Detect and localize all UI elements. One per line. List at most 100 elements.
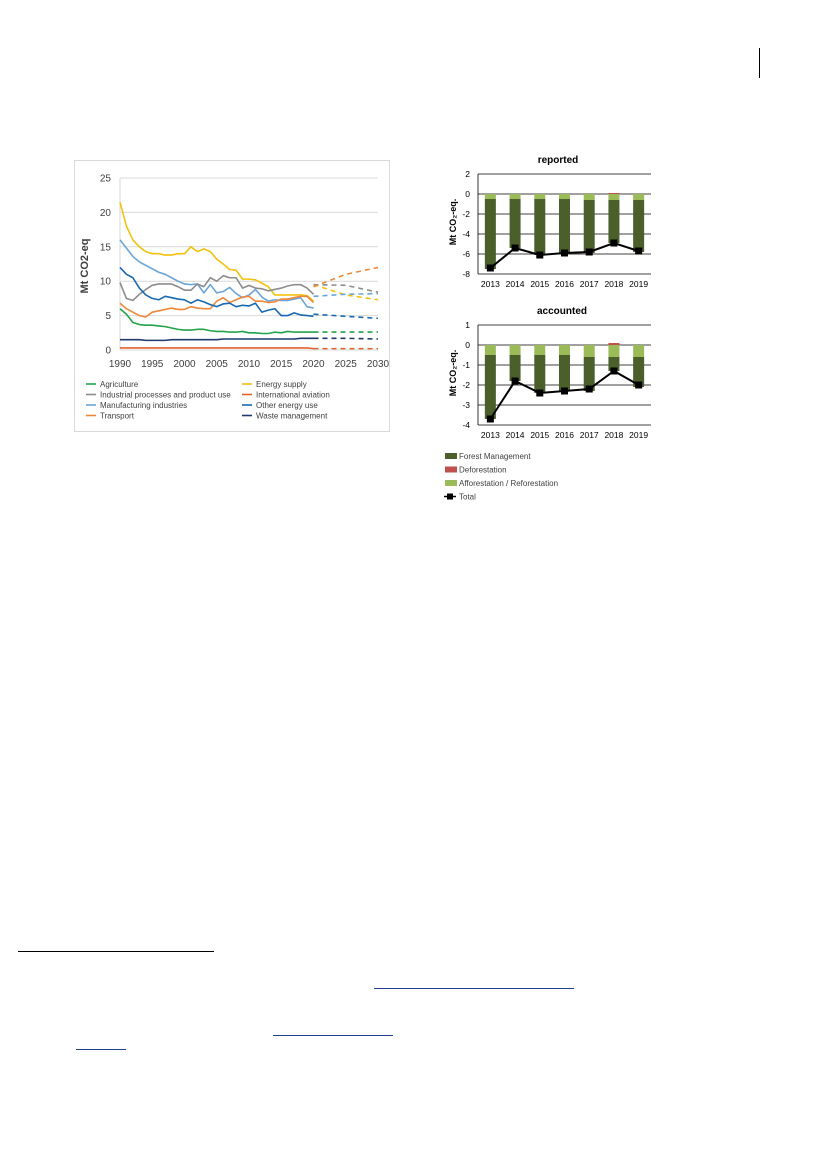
emissions-x-tick-labels: 1990 1995 2000 2005 2010 2015 2020 2025 2030 — [109, 359, 390, 370]
acc-total-marker — [561, 387, 568, 395]
accounted-bars — [484, 343, 645, 419]
emissions-x-tick-label: 2010 — [238, 359, 261, 370]
footnote-link-underline[interactable] — [374, 988, 574, 989]
emissions-projection-energy_supply — [313, 283, 379, 301]
acc-total-marker — [536, 389, 544, 397]
rep-y-tick-label: -8 — [462, 269, 470, 279]
acc-y-tick-label: 0 — [465, 340, 470, 350]
acc-x-tick-label: 2019 — [629, 430, 648, 440]
rep-x-tick-label: 2019 — [629, 279, 648, 289]
rep-bar-afforestation — [583, 194, 595, 200]
footnote-link-underline[interactable] — [76, 1049, 126, 1050]
lulucf-legend-label: Deforestation — [459, 466, 507, 475]
lulucf-legend: Forest Management Deforestation Afforestat… — [444, 452, 558, 502]
acc-x-tick-label: 2017 — [580, 430, 599, 440]
acc-y-tick-label: -3 — [462, 400, 470, 410]
lulucf-legend-swatch-deforestation — [445, 466, 457, 473]
acc-total-marker — [511, 377, 519, 385]
rep-bar-afforestation — [633, 194, 645, 200]
emissions-legend-label: Waste management — [256, 412, 328, 421]
rep-y-tick-label: -6 — [462, 249, 470, 259]
emissions-legend-label: Transport — [100, 412, 135, 421]
emissions-series-agriculture — [119, 308, 314, 335]
emissions-x-tick-label: 2005 — [206, 359, 229, 370]
emissions-series-industrial — [119, 274, 315, 302]
rep-bar-forest-management — [534, 199, 546, 255]
emissions-projection-other_energy — [313, 313, 379, 320]
footnote-link-underline[interactable] — [273, 1035, 393, 1036]
acc-bar-afforestation — [633, 345, 645, 357]
emissions-x-tick-label: 2000 — [173, 359, 196, 370]
emissions-series — [119, 201, 379, 350]
acc-x-tick-label: 2015 — [530, 430, 549, 440]
emissions-y-tick-label: 10 — [100, 277, 112, 288]
rep-bar-afforestation — [534, 194, 546, 199]
rep-y-tick-label: -4 — [462, 229, 470, 239]
lulucf-legend-label: Total — [459, 493, 476, 502]
emissions-y-tick-labels: 0 5 10 15 20 25 — [100, 174, 112, 357]
acc-bar-deforestation — [608, 343, 620, 345]
rep-bar-afforestation — [484, 194, 496, 199]
acc-y-tick-label: -1 — [462, 360, 470, 370]
emissions-x-tick-label: 1990 — [109, 359, 132, 370]
accounted-total-line — [486, 367, 643, 423]
rep-bar-afforestation — [559, 194, 570, 199]
rep-x-tick-label: 2016 — [555, 279, 574, 289]
lulucf-legend-label: Afforestation / Reforestation — [459, 479, 558, 488]
emissions-x-tick-label: 2030 — [367, 359, 390, 370]
rep-total-marker — [585, 248, 593, 256]
reported-bars — [484, 193, 645, 269]
rep-y-tick-label: -2 — [462, 209, 470, 219]
acc-bar-afforestation — [509, 345, 521, 355]
acc-bar-afforestation — [583, 345, 595, 357]
emissions-y-tick-label: 15 — [100, 242, 112, 253]
acc-bar-forest-management — [484, 355, 496, 419]
lulucf-legend-swatch-total-marker — [447, 493, 453, 500]
emissions-projection-manufacturing — [313, 292, 379, 298]
rep-total-marker — [486, 264, 494, 272]
rep-x-tick-label: 2013 — [481, 279, 500, 289]
emissions-series-transport — [119, 295, 315, 318]
acc-bar-forest-management — [534, 355, 546, 393]
emissions-x-tick-label: 2015 — [270, 359, 293, 370]
emissions-y-tick-label: 25 — [100, 174, 112, 185]
rep-total-marker — [511, 244, 519, 252]
acc-y-tick-label: -4 — [462, 420, 470, 430]
emissions-series-other_energy — [119, 266, 314, 318]
acc-bar-afforestation — [484, 345, 496, 355]
emissions-x-tick-label: 1995 — [141, 359, 164, 370]
accounted-chart-title: accounted — [537, 306, 587, 317]
acc-y-tick-label: -2 — [462, 380, 470, 390]
rep-bar-afforestation — [608, 194, 620, 200]
reported-axis-labels: -8 -6 -4 -2 0 2 2013 2014 2015 2016 2017 2018 2019 — [462, 169, 648, 289]
rep-y-tick-label: 0 — [465, 189, 470, 199]
acc-x-tick-label: 2018 — [604, 430, 623, 440]
emissions-series-manufacturing — [119, 239, 314, 309]
rep-total-marker — [635, 247, 643, 255]
rep-total-marker — [536, 251, 544, 259]
lulucf-legend-swatch-afforestation — [445, 480, 457, 486]
acc-bar-forest-management — [509, 355, 521, 381]
footnote-rule — [18, 951, 214, 952]
emissions-legend-label: Industrial processes and product use — [100, 391, 231, 400]
rep-x-tick-label: 2018 — [604, 279, 623, 289]
reported-chart-title: reported — [538, 155, 579, 166]
accounted-bar-chart: accounted Mt CO₂-eq. -4 -3 -2 -1 0 1 2013 2014 2… — [448, 306, 651, 440]
rep-bar-forest-management — [484, 199, 496, 269]
rep-total-marker — [561, 249, 568, 257]
emissions-projection-waste — [313, 337, 379, 340]
emissions-series-energy_supply — [119, 201, 315, 302]
rep-bar-deforestation — [608, 193, 620, 194]
emissions-legend-label: Energy supply — [256, 380, 307, 389]
acc-bar-forest-management — [633, 357, 645, 387]
acc-bar-forest-management — [608, 357, 620, 371]
rep-bar-forest-management — [559, 199, 570, 253]
emissions-legend-label: Agriculture — [100, 380, 139, 389]
emissions-projection-transport — [313, 266, 379, 288]
emissions-series-waste — [120, 337, 314, 342]
acc-x-tick-label: 2016 — [555, 430, 574, 440]
emissions-x-tick-label: 2025 — [335, 359, 358, 370]
acc-bar-afforestation — [559, 345, 570, 355]
acc-bar-forest-management — [559, 355, 570, 391]
rep-bar-forest-management — [509, 199, 521, 248]
